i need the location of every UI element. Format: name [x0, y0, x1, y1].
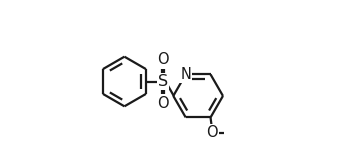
- Text: O: O: [157, 52, 169, 67]
- Text: N: N: [180, 67, 191, 82]
- Text: O: O: [157, 96, 169, 111]
- Text: S: S: [158, 74, 168, 89]
- Text: O: O: [207, 125, 218, 140]
